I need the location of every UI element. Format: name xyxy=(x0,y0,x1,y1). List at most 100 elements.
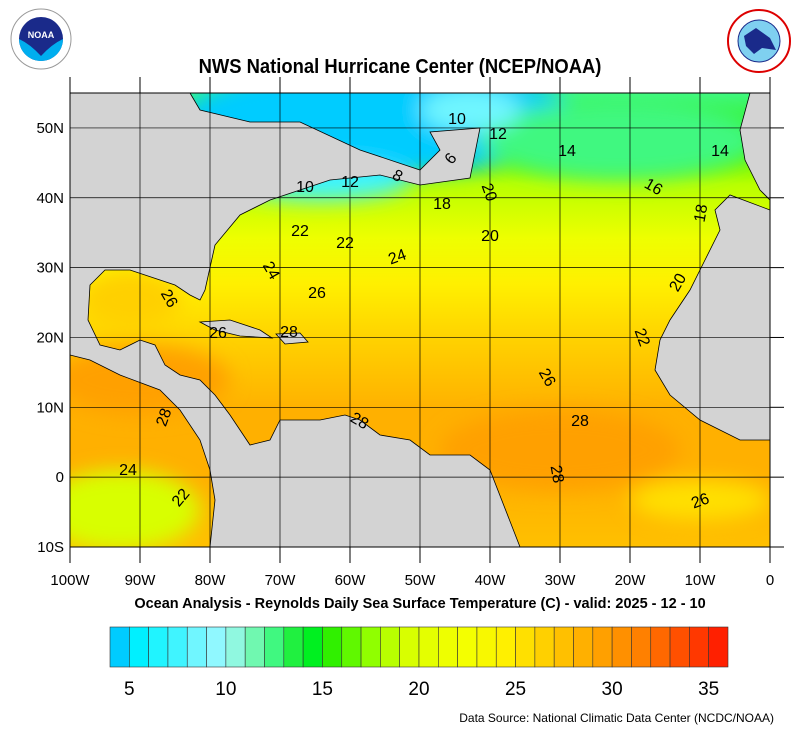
colorbar-swatch xyxy=(380,626,400,668)
colorbar-swatch xyxy=(167,626,188,668)
x-tick-label: 10W xyxy=(685,572,717,589)
contour-label: 28 xyxy=(547,464,567,485)
nws-logo xyxy=(727,9,791,73)
colorbar-swatch xyxy=(302,626,323,668)
colorbar-swatch xyxy=(515,626,536,668)
contour-label: 26 xyxy=(308,285,326,302)
colorbar-swatch xyxy=(476,626,497,668)
africa-europe-land xyxy=(654,194,770,441)
contour-label: 10 xyxy=(448,111,466,128)
land xyxy=(70,93,770,547)
colorbar-swatch xyxy=(592,626,613,668)
contour-label: 20 xyxy=(478,181,500,204)
contour-label: 24 xyxy=(259,259,283,283)
contour-label: 22 xyxy=(631,326,653,349)
x-tick-label: 20W xyxy=(615,572,647,589)
colorbar-swatch xyxy=(631,626,652,668)
x-tick-label: 80W xyxy=(195,572,227,589)
colorbar-tick-label: 10 xyxy=(215,679,236,700)
british-isles xyxy=(739,93,770,201)
contour-label: 28 xyxy=(571,413,589,430)
chart-subtitle: Ocean Analysis - Reynolds Daily Sea Surf… xyxy=(134,596,706,612)
contour-label: 28 xyxy=(347,409,371,433)
colorbar-swatch xyxy=(244,626,265,668)
colorbar-tick-label: 5 xyxy=(124,679,135,700)
x-tick-label: 0 xyxy=(766,572,774,589)
colorbar-swatch xyxy=(611,626,632,668)
colorbar-swatch xyxy=(264,626,285,668)
y-tick-label: 10N xyxy=(36,399,64,416)
colorbar-swatch xyxy=(457,626,478,668)
contour-label: 22 xyxy=(291,223,309,240)
colorbar-swatch xyxy=(206,626,227,668)
y-tick-label: 0 xyxy=(56,469,64,486)
x-tick-label: 70W xyxy=(265,572,297,589)
contour-label: 12 xyxy=(341,174,359,191)
x-tick-label: 100W xyxy=(50,572,90,589)
noaa-logo: NOAA xyxy=(10,8,72,70)
contour-label: 14 xyxy=(711,143,729,160)
colorbar-swatch xyxy=(438,626,458,668)
contour-label: 16 xyxy=(641,175,665,199)
colorbar-swatch xyxy=(669,626,690,668)
colorbar-swatch xyxy=(650,626,671,668)
y-tick-label: 30N xyxy=(36,260,64,277)
data-source: Data Source: National Climatic Data Cent… xyxy=(459,711,774,725)
y-tick-label: 40N xyxy=(36,190,64,207)
contour-label: 26 xyxy=(689,490,712,512)
y-tick-label: 50N xyxy=(36,120,64,137)
colorbar-swatch xyxy=(708,626,729,668)
colorbar: 5 10 15 20 25 30 35 xyxy=(109,626,729,700)
contour-label: 28 xyxy=(280,324,298,341)
colorbar-swatch xyxy=(553,626,574,668)
x-tick-label: 30W xyxy=(545,572,577,589)
axis-ticks xyxy=(69,77,784,563)
colorbar-swatch xyxy=(360,626,381,668)
contour-label: 26 xyxy=(535,366,559,390)
hispaniola xyxy=(275,332,309,345)
colorbar-tick-label: 35 xyxy=(698,679,719,700)
colorbar-swatch xyxy=(109,626,130,668)
contour-label: 18 xyxy=(433,196,451,213)
colorbar-swatch xyxy=(148,626,169,668)
colorbar-swatch xyxy=(399,626,420,668)
y-tick-label: 20N xyxy=(36,329,64,346)
colorbar-swatch xyxy=(534,626,555,668)
colorbar-tick-label: 30 xyxy=(602,679,623,700)
contour-label: 12 xyxy=(489,126,507,143)
colorbar-swatch xyxy=(283,626,304,668)
contour-label: 10 xyxy=(296,179,314,196)
colorbar-swatch xyxy=(225,626,246,668)
colorbar-tick-label: 15 xyxy=(312,679,333,700)
colorbar-swatch xyxy=(495,626,516,668)
colorbar-swatch xyxy=(573,626,594,668)
contour-label: 18 xyxy=(692,203,712,224)
graticule xyxy=(70,93,770,547)
x-tick-label: 60W xyxy=(335,572,367,589)
chart-title: NWS National Hurricane Center (NCEP/NOAA… xyxy=(198,56,602,78)
contour-label: 14 xyxy=(558,143,576,160)
contour-label: 22 xyxy=(336,235,354,252)
colorbar-swatch xyxy=(341,626,362,668)
x-tick-label: 50W xyxy=(405,572,437,589)
contour-label: 20 xyxy=(481,228,499,245)
x-tick-label: 40W xyxy=(475,572,507,589)
y-tick-label: 10S xyxy=(37,539,64,556)
contour-label: 24 xyxy=(119,462,137,479)
colorbar-swatch xyxy=(129,626,149,668)
svg-text:NOAA: NOAA xyxy=(28,30,55,40)
contour-label: 24 xyxy=(386,246,409,268)
colorbar-swatch xyxy=(186,626,207,668)
colorbar-tick-label: 25 xyxy=(505,679,526,700)
north-south-america-land xyxy=(70,93,521,547)
colorbar-swatch xyxy=(689,626,709,668)
x-tick-label: 90W xyxy=(125,572,157,589)
contour-label: 28 xyxy=(153,406,175,429)
colorbar-swatch xyxy=(418,626,439,668)
cuba xyxy=(198,319,274,339)
axis-labels: 100W 90W 80W 70W 60W 50W 40W 30W 20W 10W 0 50N 40N 30… xyxy=(36,120,774,589)
contour-label: 26 xyxy=(157,287,181,311)
contour-label: 20 xyxy=(666,271,690,295)
